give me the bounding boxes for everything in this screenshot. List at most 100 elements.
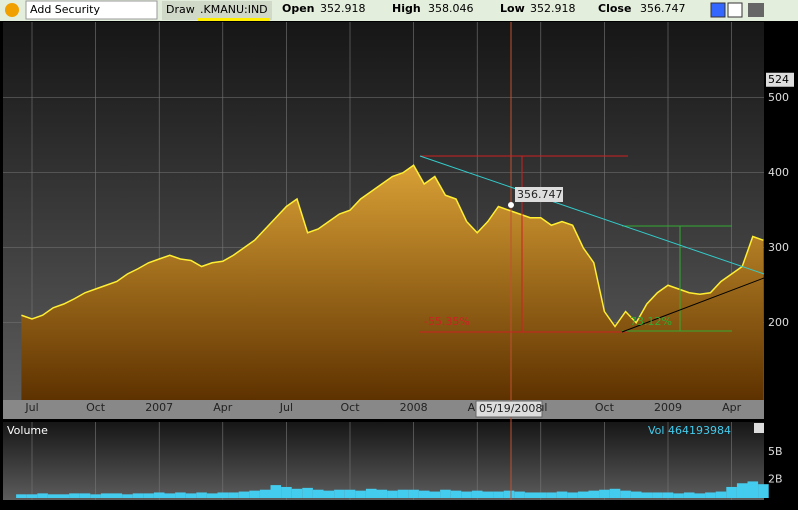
color-toggle[interactable] (727, 2, 743, 18)
volume-bar (122, 494, 133, 498)
x-tick-label: 2009 (654, 401, 682, 414)
high-label: High (392, 2, 421, 15)
print-icon[interactable] (748, 3, 764, 17)
volume-bar (164, 493, 176, 498)
volume-bar (641, 492, 653, 498)
volume-value: Vol 464193984 (648, 424, 731, 437)
volume-bar (567, 492, 578, 498)
draw-label[interactable]: Draw (166, 3, 195, 16)
volume-bar (26, 494, 38, 498)
x-axis-band (3, 400, 764, 419)
volume-bar (365, 488, 377, 498)
help-icon[interactable] (5, 3, 19, 17)
volume-bar (705, 492, 716, 498)
ticker: .KMANU:IND (200, 3, 268, 16)
volume-bar (482, 491, 494, 498)
volume-bar (132, 493, 144, 498)
volume-bar (715, 491, 727, 498)
volume-bar (90, 494, 101, 498)
low-value: 352.918 (530, 2, 576, 15)
volume-bar (153, 492, 165, 498)
low-label: Low (500, 2, 525, 15)
volume-bar (47, 494, 59, 498)
volume-bar (387, 490, 398, 498)
x-tick-label: Jul (24, 401, 38, 414)
volume-bar (79, 493, 91, 498)
volume-bar (599, 489, 610, 498)
volume-bar (37, 493, 48, 498)
volume-bar (196, 492, 207, 498)
color-toggle[interactable] (710, 2, 726, 18)
y-tick-label: 200 (768, 316, 789, 329)
volume-bar (69, 493, 80, 498)
x-tick-label: Oct (86, 401, 106, 414)
volume-bar (175, 492, 186, 498)
volume-bar (281, 486, 292, 498)
volume-bar (450, 490, 462, 498)
volume-bar (344, 489, 356, 498)
volume-bar (376, 489, 388, 498)
open-value: 352.918 (320, 2, 366, 15)
decline-label: -55.35% (424, 315, 470, 328)
price-area (21, 165, 764, 400)
volume-bar (249, 490, 260, 498)
search-box[interactable] (25, 0, 158, 20)
y-tick-label: 5B (768, 445, 783, 458)
volume-bar (111, 493, 123, 498)
last-value-box (766, 72, 794, 87)
volume-bar (535, 492, 547, 498)
volume-bar (726, 486, 737, 498)
close-label: Close (598, 2, 631, 15)
volume-bar (259, 489, 271, 498)
volume-bar (217, 492, 229, 498)
volume-bar (609, 488, 621, 498)
tooltip (515, 187, 563, 202)
y-tick-label: 500 (768, 91, 789, 104)
volume-bar (556, 491, 568, 498)
volume-bar (620, 490, 631, 498)
volume-bar (312, 489, 324, 498)
high-value: 358.046 (428, 2, 474, 15)
close-value: 356.747 (640, 2, 686, 15)
volume-bar (524, 492, 536, 498)
volume-bar (228, 492, 239, 498)
volume-bar (503, 490, 515, 498)
volume-bar (397, 489, 409, 498)
search-placeholder: Add Security (30, 3, 100, 16)
trend-line (419, 155, 765, 275)
volume-bar (652, 492, 663, 498)
close-panel[interactable] (754, 423, 764, 433)
x-tick-label: 2007 (145, 401, 173, 414)
volume-bar (758, 484, 769, 498)
volume-bar (291, 488, 303, 498)
x-tick-label: Oct (340, 401, 360, 414)
volume-bar (302, 487, 313, 498)
volume-bar (334, 489, 345, 498)
volume-bar (493, 491, 504, 498)
x-tick-label: Oct (595, 401, 615, 414)
last-value-label: 524 (768, 73, 789, 86)
trend-line (621, 277, 765, 333)
volume-bar (577, 491, 589, 498)
x-tick-label: Apr (722, 401, 742, 414)
draw-box[interactable] (162, 1, 272, 20)
volume-bar (323, 490, 335, 498)
volume-bar (100, 493, 112, 498)
volume-bar (461, 491, 472, 498)
price-line (21, 164, 764, 328)
x-tick-label: 2008 (400, 401, 428, 414)
volume-bar (429, 491, 441, 498)
volume-bar (270, 485, 282, 498)
volume-bar (546, 492, 557, 498)
volume-bar (673, 493, 684, 498)
volume-bar (143, 493, 154, 498)
volume-bar (588, 490, 600, 498)
volume-bar (440, 489, 451, 498)
cursor-dot (508, 202, 514, 208)
x-tick-label: Jul (279, 401, 293, 414)
ticker-underline (198, 18, 270, 21)
y-tick-label: 400 (768, 166, 789, 179)
volume-bar (238, 491, 250, 498)
